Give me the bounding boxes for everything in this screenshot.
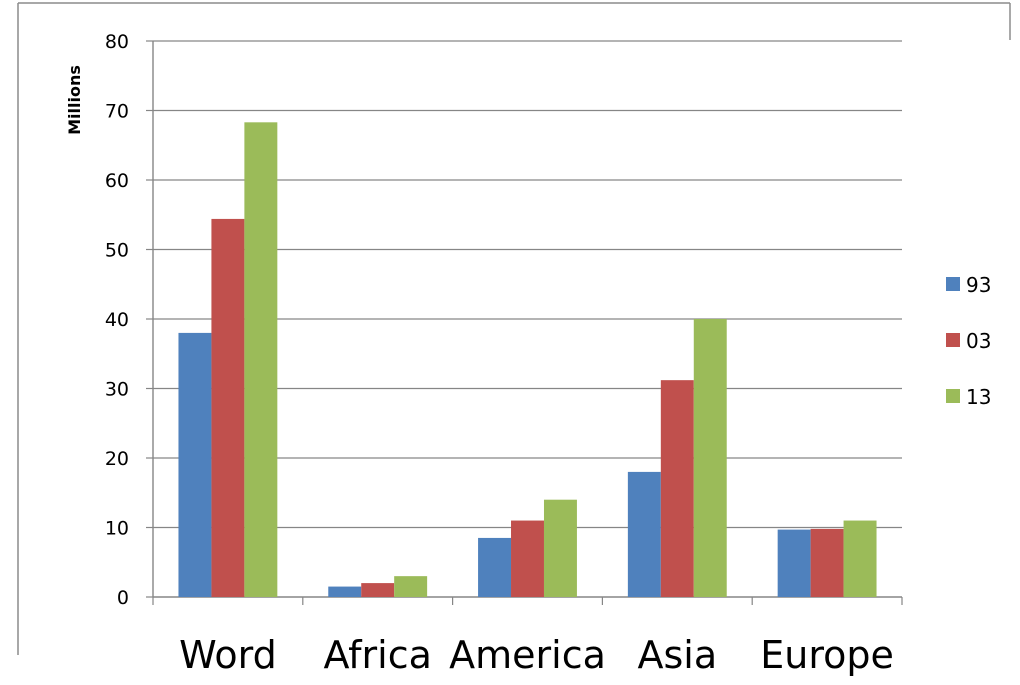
bar-africa-03	[361, 583, 395, 597]
bar-word-13	[244, 122, 278, 597]
y-tick-label: 60	[105, 170, 129, 192]
legend-swatch-03	[946, 333, 960, 347]
chart-frame-border	[17, 2, 1011, 655]
y-tick-label: 10	[105, 518, 129, 540]
y-tick-label: 40	[105, 309, 129, 331]
bar-asia-13	[693, 319, 727, 597]
gridlines	[153, 40, 902, 529]
y-tick-label: 50	[105, 240, 129, 262]
bar-asia-93	[627, 471, 661, 597]
legend-swatch-13	[946, 389, 960, 403]
bar-america-93	[478, 537, 512, 597]
bar-europe-93	[777, 529, 811, 597]
x-axis	[152, 596, 903, 605]
y-axis-label: Millions	[65, 65, 84, 135]
y-tick-label: 30	[105, 379, 129, 401]
y-tick-label: 80	[105, 31, 129, 53]
bar-word-93	[178, 332, 212, 597]
bar-america-13	[543, 499, 577, 597]
bar-africa-93	[328, 586, 362, 597]
y-tick-label: 20	[105, 448, 129, 470]
legend-label-93: 93	[966, 273, 991, 297]
legend-label-13: 13	[966, 385, 991, 409]
bar-europe-03	[810, 528, 844, 597]
legend: 93 03 13	[946, 273, 991, 409]
x-tick-label: Word	[179, 633, 277, 677]
y-tick-label: 70	[105, 101, 129, 123]
x-tick-labels: Word Africa America Asia Europe	[179, 633, 894, 677]
bar-europe-13	[843, 520, 877, 597]
bar-africa-13	[394, 576, 428, 597]
x-tick-label: Asia	[637, 633, 717, 677]
x-tick-label: Europe	[760, 633, 894, 677]
y-tick-label: 0	[117, 587, 129, 609]
bar-america-03	[511, 520, 544, 597]
bar-asia-03	[660, 380, 694, 597]
bar-word-03	[211, 218, 245, 598]
legend-swatch-93	[946, 277, 960, 291]
bars	[178, 122, 877, 598]
legend-label-03: 03	[966, 329, 991, 353]
x-tick-label: America	[449, 633, 606, 677]
x-tick-label: Africa	[324, 633, 432, 677]
y-axis: 0 10 20 30 40 50 60 70 80	[105, 31, 154, 609]
